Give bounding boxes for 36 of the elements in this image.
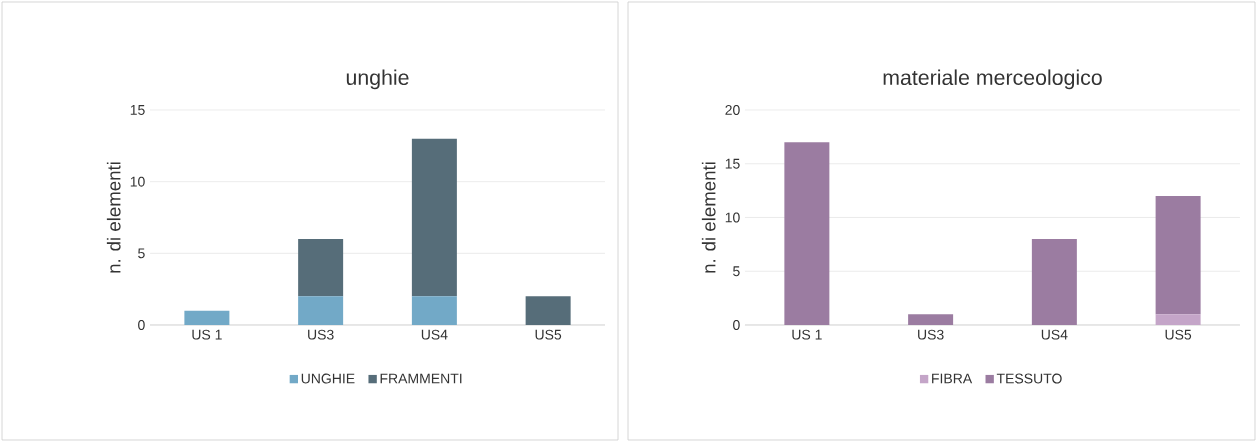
x-tick-label: US 1 [792, 329, 822, 340]
x-tick-label: US3 [308, 329, 334, 340]
y-tick-label: 5 [138, 248, 145, 259]
bar [908, 314, 954, 325]
bar [411, 138, 457, 297]
chart-title: materiale merceologico [883, 69, 1102, 90]
y-tick-label: 5 [733, 266, 740, 277]
chart-title: unghie [346, 69, 409, 90]
bar [525, 296, 571, 325]
y-axis-title: n. di elementi [701, 162, 716, 273]
bar [298, 238, 344, 297]
y-tick-label: 10 [130, 176, 145, 187]
y-tick-label: 10 [725, 212, 740, 223]
x-tick-label: US5 [1165, 329, 1192, 340]
y-tick-label: 0 [138, 320, 145, 330]
y-tick-label: 20 [725, 105, 740, 115]
legend-label: FRAMMENTI [380, 373, 462, 384]
bar [1155, 195, 1201, 315]
x-tick-label: US3 [918, 329, 944, 340]
x-tick-label: US4 [1041, 329, 1068, 340]
legend-label: UNGHIE [301, 373, 355, 384]
y-tick-label: 15 [130, 105, 145, 115]
x-tick-label: US5 [535, 329, 562, 340]
x-tick-label: US 1 [192, 329, 222, 340]
legend-label: TESSUTO [996, 373, 1062, 384]
bar [784, 142, 830, 325]
bar [411, 296, 457, 325]
bar [298, 296, 344, 325]
bar [1155, 314, 1201, 325]
legend-label: FIBRA [932, 373, 973, 384]
bar [184, 310, 230, 325]
bar [1031, 238, 1077, 325]
y-tick-label: 0 [733, 320, 740, 330]
y-axis-title: n. di elementi [106, 162, 121, 273]
y-tick-label: 15 [725, 158, 740, 169]
x-tick-label: US4 [421, 329, 448, 340]
